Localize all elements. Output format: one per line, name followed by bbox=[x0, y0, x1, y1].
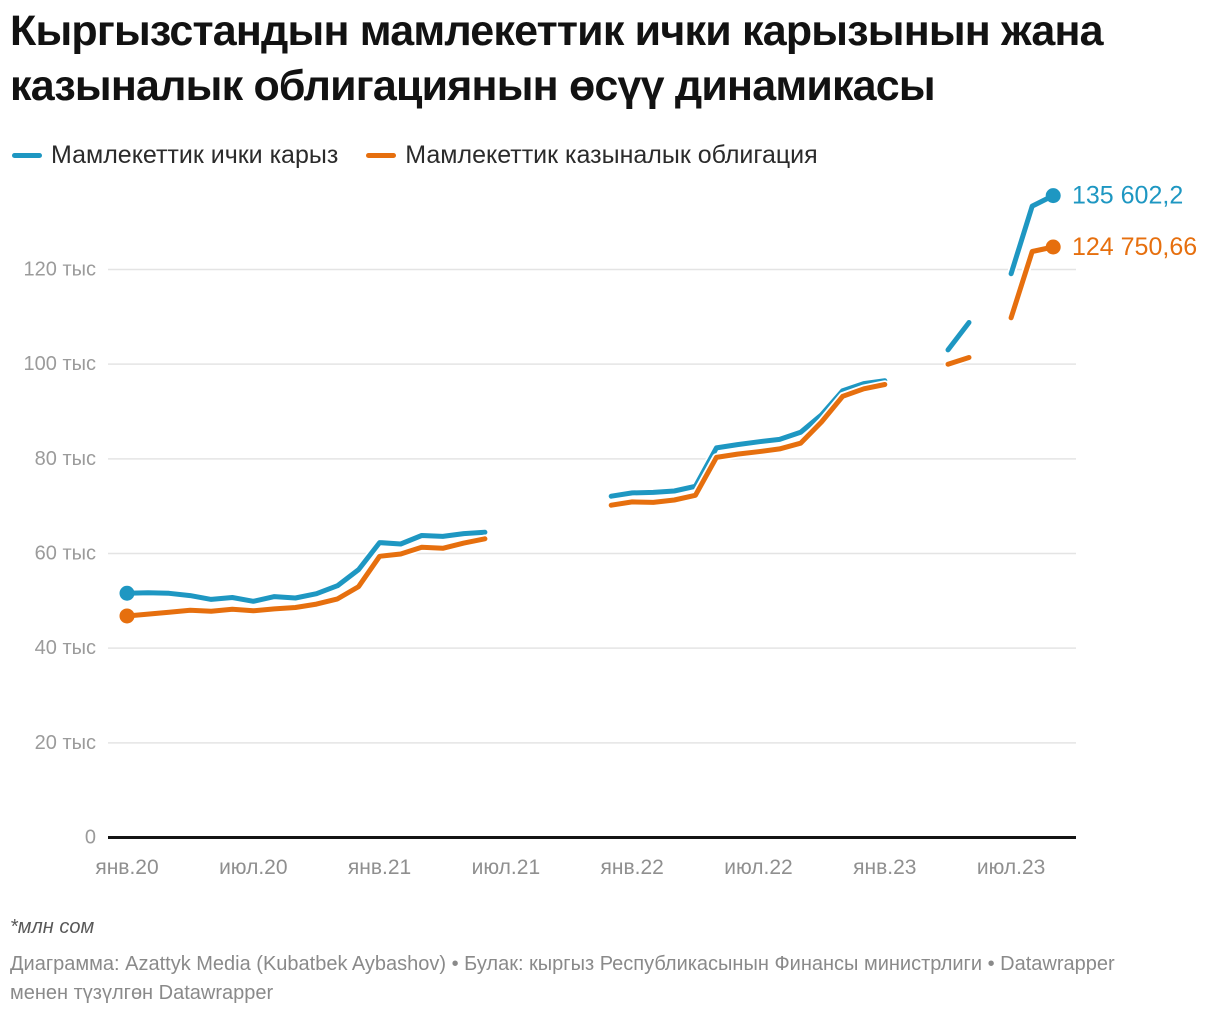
series-end-dot bbox=[1045, 188, 1061, 204]
series-line bbox=[1008, 193, 1056, 277]
series-end-value-label: 135 602,2 bbox=[1072, 182, 1183, 210]
x-axis-tick-label: июл.22 bbox=[724, 856, 792, 879]
chart-byline: Диаграмма: Azattyk Media (Kubatbek Aybas… bbox=[10, 953, 1115, 1004]
y-axis-tick-label: 80 тыс bbox=[35, 448, 96, 470]
y-axis-tick-label: 120 тыс bbox=[24, 258, 96, 280]
y-axis-tick-label: 100 тыс bbox=[24, 353, 96, 375]
x-axis-tick-label: июл.20 bbox=[219, 856, 287, 879]
series-start-dot bbox=[119, 585, 135, 601]
legend-item-label: Мамлекеттик казыналык облигация bbox=[405, 141, 818, 169]
series-end-value-label: 124 750,66 bbox=[1072, 233, 1197, 261]
x-axis-tick-label: янв.21 bbox=[348, 856, 411, 879]
series-end-dot bbox=[1045, 239, 1061, 255]
series-line bbox=[945, 355, 972, 367]
legend-item-label: Мамлекеттик ички карыз bbox=[51, 141, 339, 169]
series-line bbox=[608, 382, 888, 508]
series-line bbox=[124, 529, 488, 604]
legend-item-internal-debt: Мамлекеттик ички карыз bbox=[12, 140, 338, 170]
x-axis-tick-label: янв.23 bbox=[853, 856, 916, 879]
y-axis-tick-label: 0 bbox=[85, 827, 96, 849]
series-line bbox=[945, 320, 972, 353]
treasury-bond-swatch-icon bbox=[366, 152, 397, 158]
internal-debt-swatch-icon bbox=[12, 152, 42, 158]
chart-title: Кыргызстандын мамлекеттик ички карызынын… bbox=[10, 7, 1104, 110]
y-axis-tick-label: 40 тыс bbox=[35, 637, 96, 659]
x-axis-tick-label: янв.20 bbox=[95, 856, 158, 879]
chart-footnote: *млн сом bbox=[10, 916, 95, 938]
series-line bbox=[124, 536, 488, 619]
series-start-dot bbox=[119, 608, 135, 624]
legend-item-treasury-bond: Мамлекеттик казыналык облигация bbox=[366, 140, 818, 170]
x-axis-tick-label: июл.23 bbox=[977, 856, 1045, 879]
x-axis-tick-label: янв.22 bbox=[601, 856, 664, 879]
legend: Мамлекеттик ички карыз Мамлекеттик казын… bbox=[12, 140, 846, 170]
y-axis-tick-label: 20 тыс bbox=[35, 732, 96, 754]
y-axis-tick-label: 60 тыс bbox=[35, 542, 96, 564]
x-axis-tick-label: июл.21 bbox=[472, 856, 540, 879]
series-line-casing bbox=[122, 527, 490, 606]
line-chart: 0 20 тыс 40 тыс 60 тыс 80 тыс 100 тыс 120 тыс я… bbox=[0, 182, 1220, 905]
